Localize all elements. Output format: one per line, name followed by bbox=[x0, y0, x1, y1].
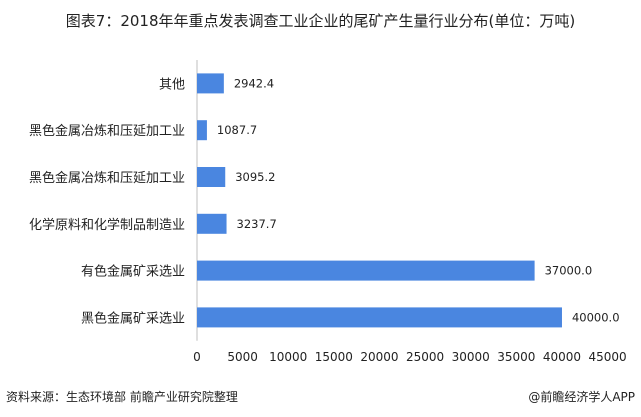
data-label: 37000.0 bbox=[545, 264, 593, 278]
x-tick-label: 35000 bbox=[497, 350, 535, 364]
category-label: 有色金属矿采选业 bbox=[81, 264, 185, 280]
category-label: 其他 bbox=[159, 77, 185, 92]
data-label: 2942.4 bbox=[234, 76, 274, 90]
x-tick-label: 0 bbox=[193, 350, 201, 364]
chart-title: 图表7：2018年年重点发表调查工业企业的尾矿产生量行业分布(单位：万吨) bbox=[65, 12, 576, 30]
bar bbox=[197, 213, 227, 234]
bar bbox=[197, 73, 224, 94]
category-label: 黑色金属冶炼和压延加工业 bbox=[29, 170, 185, 186]
x-tick-label: 25000 bbox=[406, 350, 444, 364]
bar bbox=[197, 307, 562, 328]
category-label: 黑色金属矿采选业 bbox=[81, 310, 185, 326]
category-label: 黑色金属冶炼和压延加工业 bbox=[29, 123, 185, 139]
category-label: 化学原料和化学制品制造业 bbox=[29, 217, 185, 233]
x-tick-label: 15000 bbox=[315, 350, 353, 364]
data-label: 3237.7 bbox=[237, 217, 277, 231]
x-tick-label: 40000 bbox=[543, 350, 581, 364]
x-tick-label: 20000 bbox=[360, 350, 398, 364]
bar bbox=[197, 120, 207, 141]
data-label: 1087.7 bbox=[217, 123, 257, 137]
data-label: 40000.0 bbox=[572, 310, 620, 324]
x-tick-label: 10000 bbox=[269, 350, 307, 364]
x-tick-label: 5000 bbox=[227, 350, 258, 364]
data-label: 3095.2 bbox=[235, 170, 275, 184]
bar bbox=[197, 167, 226, 187]
x-tick-label: 30000 bbox=[452, 350, 490, 364]
x-tick-label: 45000 bbox=[589, 350, 627, 364]
source-note: 资料来源：生态环境部 前瞻产业研究院整理 bbox=[6, 390, 238, 404]
bar bbox=[197, 260, 535, 281]
brand-label: @前瞻经济学人APP bbox=[528, 390, 635, 404]
